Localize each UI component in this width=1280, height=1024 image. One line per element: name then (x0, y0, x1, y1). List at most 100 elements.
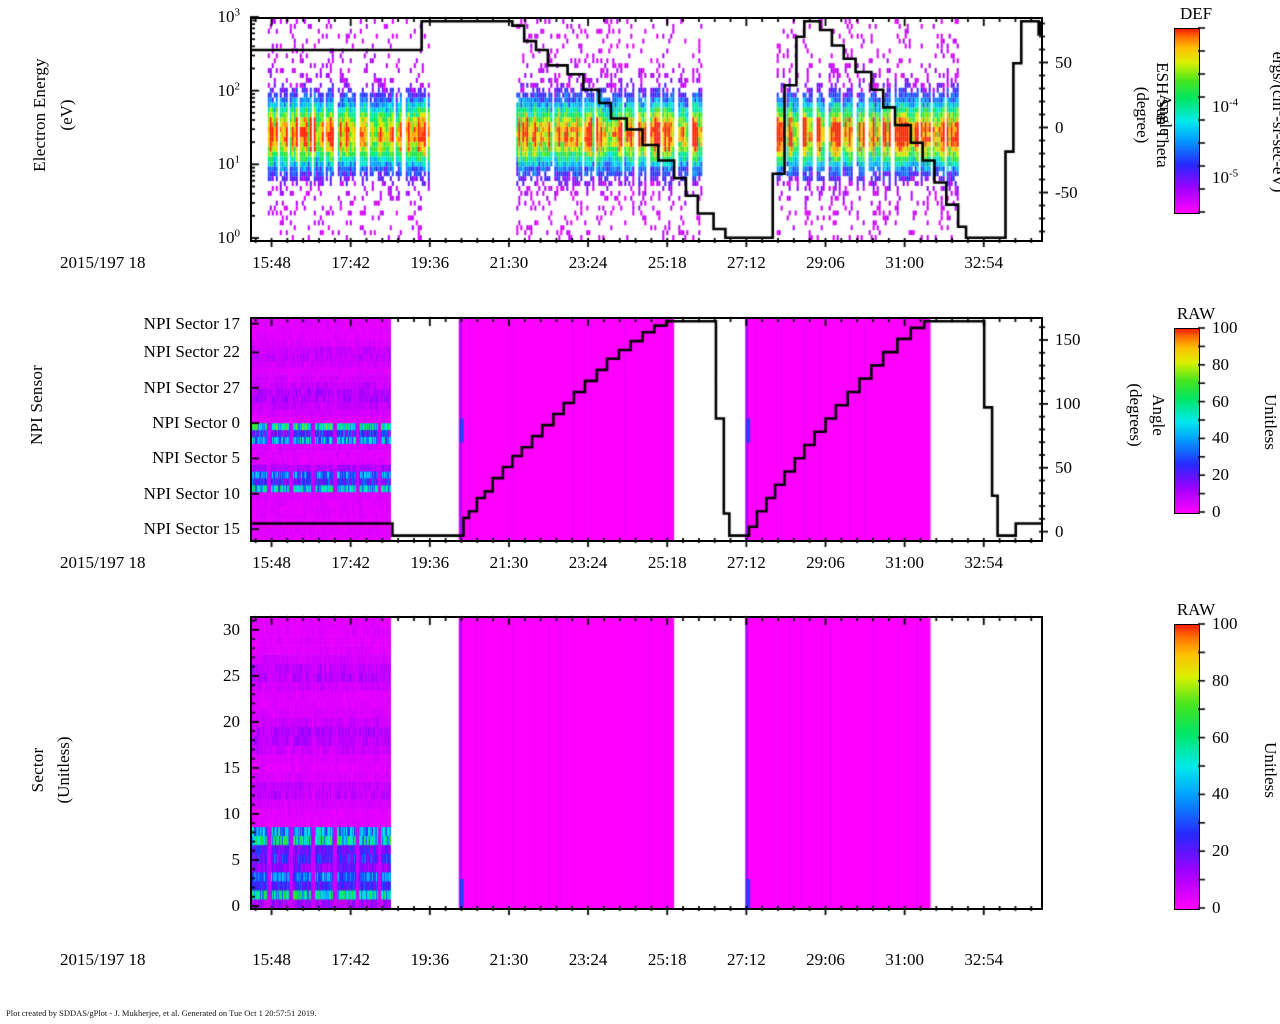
y-tick-label: 0 (231, 896, 241, 915)
x-tick-label: 17:42 (331, 253, 371, 272)
y-tick-label: 101 (217, 153, 241, 174)
colorbar-tick-label: 80 (1212, 670, 1229, 690)
x-tick-label: 31:00 (885, 253, 924, 272)
panel3-y-axis-title: Sector (28, 747, 47, 793)
panel2-right-axis-sublabel: Angle (1149, 394, 1168, 436)
colorbar-tick-label: 0 (1212, 898, 1221, 917)
y-tick-label: NPI Sector 15 (143, 519, 240, 539)
panel2-axis-ticks (244, 311, 1048, 551)
y-tick-label: 100 (217, 227, 241, 247)
figure-footer: Plot created by SDDAS/gPlot - J. Mukherj… (6, 1008, 317, 1018)
x-tick-label: 23:24 (568, 950, 608, 969)
y-tick-label: 15 (223, 757, 240, 777)
y-tick-label: NPI Sector 22 (143, 342, 240, 362)
y-tick-label: NPI Sector 10 (143, 483, 240, 503)
panel2-y-axis-title: NPI Sensor (27, 365, 46, 445)
panel1-colorbar (1174, 28, 1200, 214)
x-tick-label: 27:12 (726, 950, 766, 969)
panel3-colorbar-unit: Unitless (1261, 742, 1280, 798)
panel1-colorbar-tick-low: 10-5 (1212, 167, 1239, 187)
colorbar-tick-label: 20 (1212, 465, 1229, 485)
panel1-y-axis-unit: (eV) (57, 99, 76, 131)
colorbar-tick-label: 100 (1212, 614, 1238, 633)
x-tick-label: 17:42 (331, 950, 371, 969)
y-tick-label: 50 (1055, 457, 1072, 477)
y-tick-label: 150 (1055, 329, 1081, 349)
colorbar-tick-label: 0 (1212, 502, 1221, 521)
panel2-colorbar (1174, 328, 1200, 514)
x-tick-label: 29:06 (806, 950, 845, 969)
x-tick-label: 32:54 (964, 950, 1004, 969)
panel2-x-start-label: 2015/197 18 (60, 553, 146, 572)
panel2-colorbar-title: RAW (1176, 304, 1216, 323)
colorbar-tick-label: 40 (1212, 428, 1229, 448)
panel3-colorbar (1174, 624, 1200, 910)
y-tick-label: 30 (223, 619, 240, 639)
x-tick-label: 27:12 (726, 253, 766, 272)
y-tick-label: 100 (1055, 393, 1081, 413)
panel3-colorbar-gradient (1175, 625, 1199, 909)
colorbar-tick-label: 60 (1212, 391, 1229, 411)
colorbar-tick-label: 100 (1212, 318, 1238, 337)
x-tick-label: 21:30 (489, 253, 529, 272)
x-tick-label: 15:48 (252, 553, 291, 572)
x-tick-label: 23:24 (568, 253, 608, 272)
x-tick-label: 19:36 (410, 950, 450, 969)
panel3-y-axis-unit: (Unitless) (54, 736, 73, 804)
x-tick-label: 27:12 (726, 553, 766, 572)
colorbar-tick-label: 40 (1212, 784, 1229, 804)
panel3-axis-ticks (244, 610, 1048, 920)
colorbar-tick-label: 60 (1212, 727, 1229, 747)
x-tick-label: 25:18 (647, 950, 687, 969)
colorbar-tick-label: 20 (1212, 841, 1229, 861)
x-tick-label: 32:54 (964, 253, 1004, 272)
panel1-colorbar-unit: ergs/(cm2-sr-sec-eV) (1269, 51, 1280, 193)
x-tick-label: 23:24 (568, 553, 608, 572)
panel2-colorbar-gradient (1175, 329, 1199, 513)
y-tick-label: 10 (223, 803, 240, 823)
panel1-colorbar-gradient (1175, 29, 1199, 213)
x-tick-label: 15:48 (252, 253, 291, 272)
panel1-colorbar-title: DEF (1179, 4, 1213, 23)
x-tick-label: 21:30 (489, 553, 529, 572)
panel3-colorbar-title: RAW (1176, 600, 1216, 619)
x-tick-label: 31:00 (885, 553, 924, 572)
panel2-right-axis-unit: (degrees) (1126, 383, 1145, 447)
panel1-right-axis-title: ESH Sun Theta (1153, 62, 1172, 168)
panel1-right-axis-unit: (degree) (1133, 86, 1152, 144)
panel1-colorbar-ticks (1198, 22, 1216, 218)
panel3-colorbar-ticks (1198, 618, 1216, 914)
y-tick-label: NPI Sector 27 (143, 377, 240, 397)
panel1-axis-ticks (244, 11, 1048, 251)
y-tick-label: 50 (1055, 52, 1072, 72)
y-tick-label: NPI Sector 5 (152, 448, 240, 468)
colorbar-tick-label: 80 (1212, 354, 1229, 374)
x-tick-label: 29:06 (806, 253, 845, 272)
y-tick-label: 0 (1055, 117, 1064, 137)
x-tick-label: 17:42 (331, 553, 371, 572)
y-tick-label: 5 (231, 849, 241, 869)
y-tick-label: -50 (1055, 182, 1078, 202)
x-tick-label: 25:18 (647, 553, 687, 572)
x-tick-label: 25:18 (647, 253, 687, 272)
panel1-x-start-label: 2015/197 18 (60, 253, 146, 272)
y-tick-label: NPI Sector 0 (152, 413, 240, 433)
x-tick-label: 19:36 (410, 553, 450, 572)
x-tick-label: 19:36 (410, 253, 450, 272)
panel2-colorbar-ticks (1198, 322, 1216, 518)
x-tick-label: 31:00 (885, 950, 924, 969)
y-tick-label: 103 (217, 6, 241, 26)
y-tick-label: 102 (217, 80, 241, 100)
x-tick-label: 32:54 (964, 553, 1004, 572)
panel2-colorbar-unit: Unitless (1261, 394, 1280, 450)
panel3-x-start-label: 2015/197 18 (60, 950, 146, 969)
x-tick-label: 21:30 (489, 950, 529, 969)
x-tick-label: 15:48 (252, 950, 291, 969)
panel1-y-axis-title: Electron Energy (30, 58, 49, 172)
y-tick-label: 0 (1055, 521, 1064, 541)
y-tick-label: 25 (223, 665, 240, 685)
x-tick-label: 29:06 (806, 553, 845, 572)
y-tick-label: 20 (223, 711, 240, 731)
panel1-colorbar-tick-high: 10-4 (1212, 96, 1239, 116)
